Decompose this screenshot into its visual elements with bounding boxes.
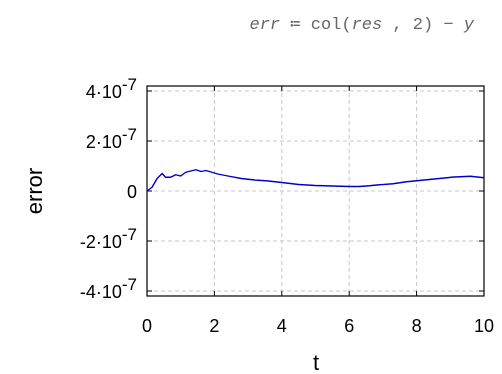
x-tick-label: 10 [474, 316, 494, 336]
y-tick-label: -4·10-7 [80, 275, 137, 302]
y-axis-title: error [22, 168, 47, 214]
formula-arg1: res [351, 16, 383, 35]
series-line-error [146, 169, 485, 192]
x-tick-labels: 0 2 4 6 8 10 [142, 316, 494, 336]
formula-lhs: err [249, 16, 281, 35]
formula-close-paren: ) [422, 16, 434, 35]
y-tick-label: -2·10-7 [80, 225, 137, 252]
formula-minus: − [433, 16, 464, 35]
y-tick-label: 0 [127, 182, 137, 202]
x-tick-label: 6 [344, 316, 354, 336]
formula-assign: ≔ [280, 16, 311, 35]
y-tick-label: 4·10-7 [86, 75, 137, 102]
y-tick-label: 2·10-7 [86, 125, 137, 152]
x-tick-label: 4 [277, 316, 287, 336]
x-tick-label: 8 [412, 316, 422, 336]
formula-arg2: 2 [412, 16, 423, 35]
formula-rhs: y [463, 16, 474, 35]
formula-expression: err ≔ col(res , 2) − y [0, 14, 475, 35]
formula-sep: , [382, 16, 413, 35]
x-axis-title: t [313, 350, 319, 374]
tick-marks [146, 86, 485, 296]
grid-lines [147, 86, 484, 296]
x-tick-label: 0 [142, 316, 152, 336]
formula-func: col [310, 16, 342, 35]
x-tick-label: 2 [209, 316, 219, 336]
formula-open-paren: ( [341, 16, 352, 35]
y-tick-labels: 4·10-7 2·10-7 0 -2·10-7 -4·10-7 [80, 75, 137, 302]
